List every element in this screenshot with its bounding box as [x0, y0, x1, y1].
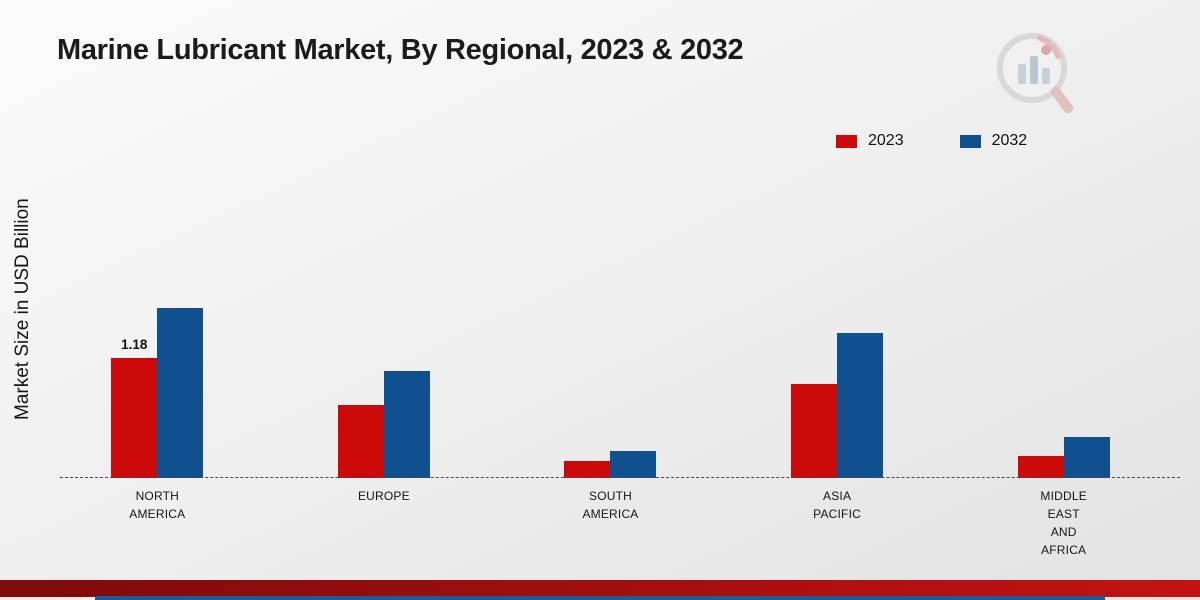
legend-label-2032: 2032 — [991, 132, 1028, 149]
y-axis-label: Market Size in USD Billion — [12, 198, 33, 420]
category-label-middle-east-and-africa: MIDDLE EAST AND AFRICA — [1040, 489, 1087, 557]
legend-swatch-2032 — [959, 134, 981, 148]
bar-2032-south-america — [610, 451, 657, 478]
legend-item-2023: 2023 — [836, 132, 904, 150]
bar-2032-asia-pacific — [837, 333, 884, 478]
footer-red-bar — [0, 580, 1200, 597]
category-label-asia-pacific: ASIA PACIFIC — [813, 489, 861, 521]
bar-2023-north-america: 1.18 — [111, 337, 158, 478]
bar-group-middle-east-and-africa — [950, 437, 1177, 478]
category-label-europe: EUROPE — [357, 489, 410, 503]
footer-blue-bar — [95, 596, 1105, 600]
plot-area: 1.18 — [44, 148, 1177, 478]
zero-baseline — [60, 477, 1180, 478]
bar-group-north-america: 1.18 — [44, 308, 271, 478]
bar-2023-south-america — [564, 461, 611, 478]
bar-2032-europe — [383, 371, 430, 478]
bar-2023-middle-east-and-africa — [1017, 456, 1064, 478]
legend-item-2032: 2032 — [959, 132, 1028, 150]
bar-value-label: 1.18 — [121, 337, 148, 352]
bar-group-europe — [271, 371, 498, 478]
category-labels: NORTH AMERICA EUROPE SOUTH AMERICA ASIA PACIFI… — [44, 487, 1177, 559]
legend-label-2023: 2023 — [868, 132, 904, 149]
bar-2032-middle-east-and-africa — [1063, 437, 1110, 478]
bar-group-asia-pacific — [724, 333, 951, 478]
bar-2023-asia-pacific — [791, 384, 838, 478]
category-label-north-america: NORTH AMERICA — [129, 489, 186, 521]
watermark-logo — [988, 26, 1084, 127]
category-label-south-america: SOUTH AMERICA — [582, 489, 639, 521]
bar-group-south-america — [497, 451, 724, 478]
chart-magnifier-icon — [997, 33, 1073, 113]
bar-2032-north-america — [157, 308, 204, 478]
legend-swatch-2023 — [836, 134, 857, 148]
legend: 2023 2032 — [836, 132, 1027, 150]
bar-2023-europe — [337, 405, 384, 478]
chart-title: Marine Lubricant Market, By Regional, 20… — [57, 34, 744, 66]
